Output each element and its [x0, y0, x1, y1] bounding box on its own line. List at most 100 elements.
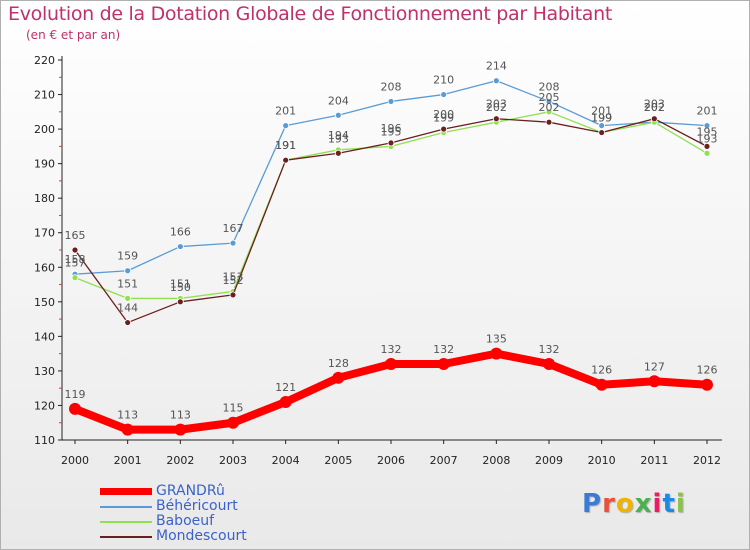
data-point-behericourt: [282, 122, 290, 130]
y-tick-label: 220: [34, 54, 55, 67]
y-tick-label: 110: [34, 434, 55, 447]
data-point-behericourt: [703, 122, 711, 130]
data-label-grandru: 132: [381, 343, 402, 356]
data-label-mondescourt: 193: [328, 132, 349, 145]
legend-swatch-mondescourt: [100, 536, 152, 538]
data-label-grandru: 113: [170, 409, 191, 422]
y-tick-label: 210: [34, 89, 55, 102]
y-tick-label: 140: [34, 330, 55, 343]
data-point-grandru: [69, 402, 81, 415]
data-point-behericourt: [440, 91, 448, 98]
data-point-grandru: [227, 416, 239, 429]
data-point-grandru: [279, 396, 292, 408]
legend-swatch-behericourt: [100, 506, 152, 508]
chart-title: Evolution de la Dotation Globale de Fonc…: [8, 3, 613, 25]
data-label-baboeuf: 151: [170, 277, 191, 290]
data-point-behericourt: [387, 98, 395, 105]
data-label-behericourt: 167: [223, 222, 244, 235]
data-label-behericourt: 201: [697, 105, 718, 118]
data-label-mondescourt: 202: [539, 101, 560, 114]
data-label-behericourt: 201: [591, 105, 612, 118]
data-point-grandru: [701, 378, 713, 391]
data-label-grandru: 135: [486, 333, 507, 346]
x-tick-label: 2008: [482, 454, 510, 467]
x-tick-label: 2004: [272, 454, 300, 467]
x-tick-label: 2006: [377, 454, 405, 467]
y-tick-label: 150: [34, 296, 55, 309]
data-label-behericourt: 166: [170, 226, 191, 239]
data-label-grandru: 132: [433, 343, 454, 356]
data-label-behericourt: 201: [275, 105, 296, 118]
x-tick-label: 2009: [535, 454, 563, 467]
y-tick-label: 180: [34, 192, 55, 205]
x-tick-label: 2005: [324, 454, 352, 467]
data-label-baboeuf: 205: [539, 91, 560, 104]
logo-letter: t: [662, 489, 676, 519]
data-point-grandru: [437, 358, 450, 370]
legend-label-mondescourt: Mondescourt: [156, 528, 247, 544]
data-point-baboeuf: [545, 108, 553, 116]
data-label-mondescourt: 203: [486, 98, 507, 111]
data-label-baboeuf: 199: [591, 112, 612, 125]
y-tick-label: 120: [34, 399, 55, 412]
data-label-mondescourt: 152: [223, 274, 244, 287]
data-label-baboeuf: 193: [697, 132, 718, 145]
data-label-baboeuf: 194: [328, 129, 349, 142]
x-tick-label: 2010: [588, 454, 616, 467]
data-label-behericourt: 204: [328, 94, 349, 107]
data-point-mondescourt: [598, 129, 606, 136]
data-label-grandru: 132: [539, 343, 560, 356]
data-label-mondescourt: 195: [697, 125, 718, 138]
series-line-behericourt: [74, 80, 708, 275]
data-point-grandru: [648, 375, 661, 388]
y-tick-label: 160: [34, 261, 55, 274]
data-label-behericourt: 210: [433, 74, 454, 87]
logo-letter: o: [615, 489, 635, 519]
data-point-mondescourt: [650, 115, 658, 123]
data-point-mondescourt: [492, 115, 500, 123]
data-label-baboeuf: 153: [223, 270, 244, 283]
x-tick-label: 2007: [430, 454, 458, 467]
data-point-mondescourt: [282, 156, 290, 164]
logo-letter: P: [582, 489, 603, 519]
data-point-behericourt: [492, 77, 500, 85]
data-point-behericourt: [545, 98, 553, 105]
data-point-mondescourt: [176, 298, 184, 306]
data-point-behericourt: [334, 111, 342, 119]
data-point-baboeuf: [124, 294, 132, 302]
data-label-mondescourt: 165: [65, 229, 86, 242]
data-label-mondescourt: 150: [170, 281, 191, 294]
data-point-baboeuf: [71, 274, 79, 282]
logo-letter: i: [675, 489, 686, 519]
data-label-baboeuf: 191: [275, 139, 296, 152]
data-point-mondescourt: [124, 319, 132, 326]
data-label-grandru: 127: [644, 360, 665, 373]
x-tick-label: 2011: [640, 454, 668, 467]
legend-label-behericourt: Béhéricourt: [156, 498, 238, 514]
logo-letter: r: [602, 489, 616, 519]
legend-label-baboeuf: Baboeuf: [156, 513, 215, 529]
data-point-mondescourt: [334, 149, 342, 157]
y-tick-label: 190: [34, 158, 55, 171]
data-label-behericourt: 159: [117, 250, 138, 263]
x-tick-label: 2002: [166, 454, 194, 467]
data-point-grandru: [490, 347, 503, 360]
data-point-baboeuf: [703, 149, 711, 157]
data-label-baboeuf: 202: [486, 101, 507, 114]
data-label-mondescourt: 200: [433, 108, 454, 121]
data-point-grandru: [332, 371, 345, 384]
data-point-mondescourt: [229, 291, 237, 299]
data-label-grandru: 119: [65, 388, 86, 401]
y-tick-label: 170: [34, 227, 55, 240]
data-point-grandru: [121, 423, 134, 436]
data-label-grandru: 113: [117, 409, 138, 422]
data-point-mondescourt: [545, 118, 553, 126]
data-label-baboeuf: 151: [117, 277, 138, 290]
data-label-grandru: 126: [591, 364, 612, 377]
data-label-behericourt: 202: [644, 101, 665, 114]
y-tick-label: 130: [34, 365, 55, 378]
data-label-grandru: 115: [223, 402, 244, 415]
data-point-behericourt: [124, 267, 132, 275]
data-label-grandru: 121: [275, 381, 296, 394]
